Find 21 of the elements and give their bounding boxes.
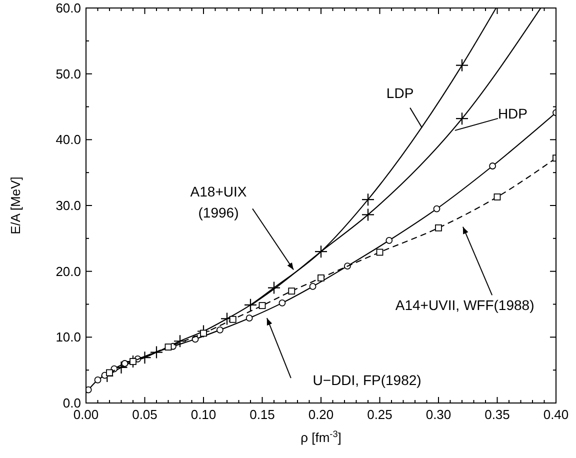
annotation: A18+UIX (1996)	[190, 184, 248, 221]
x-tick-label: 0.40	[543, 407, 569, 422]
y-tick-label: 60.0	[56, 0, 81, 16]
y-tick-label: 30.0	[56, 198, 81, 213]
x-tick-label: 0.30	[426, 407, 452, 422]
annotation: U−DDI, FP(1982)	[312, 372, 422, 388]
y-tick-label: 40.0	[56, 132, 81, 148]
y-tick-label: 50.0	[56, 66, 81, 82]
x-tick-label: 0.15	[250, 407, 275, 422]
x-tick-label: 0.05	[132, 407, 158, 422]
x-tick-label: 0.20	[308, 407, 334, 422]
y-tick-label: 20.0	[56, 264, 81, 279]
x-tick-label: 0.10	[190, 407, 216, 422]
y-tick-label: 10.0	[56, 330, 81, 345]
annotation: HDP	[498, 105, 528, 122]
x-tick-label: 0.25	[367, 407, 392, 422]
x-tick-label: 0.35	[484, 407, 510, 422]
annotation: A14+UVII, WFF(1988)	[395, 297, 534, 314]
x-axis-title: ρ [fm$^{-3}$]	[300, 429, 342, 445]
y-axis-title: E/A [MeV]	[8, 176, 23, 234]
annotation: LDP	[386, 84, 414, 101]
